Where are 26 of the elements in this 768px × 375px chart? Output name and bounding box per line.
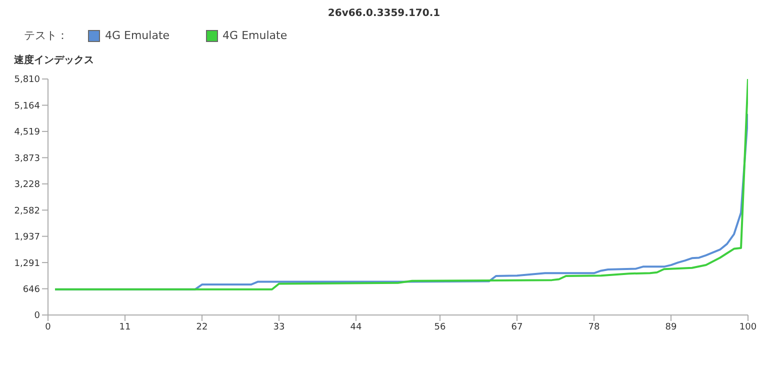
y-tick-label: 3,228 — [14, 180, 40, 190]
x-tick-label: 89 — [665, 322, 677, 332]
y-tick-label: 5,164 — [14, 101, 40, 112]
y-tick-label: 5,810 — [14, 75, 40, 86]
chart-title: 26v66.0.3359.170.1 — [326, 8, 442, 21]
y-tick-label: 0 — [34, 311, 40, 322]
x-tick-label: 56 — [434, 322, 446, 332]
y-tick-label: 1,937 — [14, 232, 40, 243]
y-tick-label: 4,519 — [14, 128, 40, 138]
y-tick-label: 646 — [22, 284, 40, 295]
y-tick-label: 2,582 — [14, 206, 40, 216]
y-axis-title: 速度インデックス — [14, 53, 95, 67]
x-tick-label: 100 — [739, 322, 757, 332]
x-tick-label: 11 — [119, 322, 131, 332]
x-tick-label: 44 — [350, 322, 362, 332]
x-tick-label: 0 — [45, 322, 52, 332]
y-tick-label: 3,873 — [14, 154, 40, 164]
line-series — [54, 79, 748, 290]
x-tick-label: 33 — [273, 322, 285, 332]
legend-label: 4G Emulate — [104, 29, 170, 42]
x-tick-label: 78 — [588, 322, 600, 332]
y-tick-label: 1,291 — [14, 258, 40, 269]
x-tick-label: 22 — [196, 322, 208, 332]
legend-title: テスト： — [24, 28, 68, 43]
legend-label: 4G Emulate — [222, 29, 288, 42]
x-tick-label: 67 — [511, 322, 523, 332]
